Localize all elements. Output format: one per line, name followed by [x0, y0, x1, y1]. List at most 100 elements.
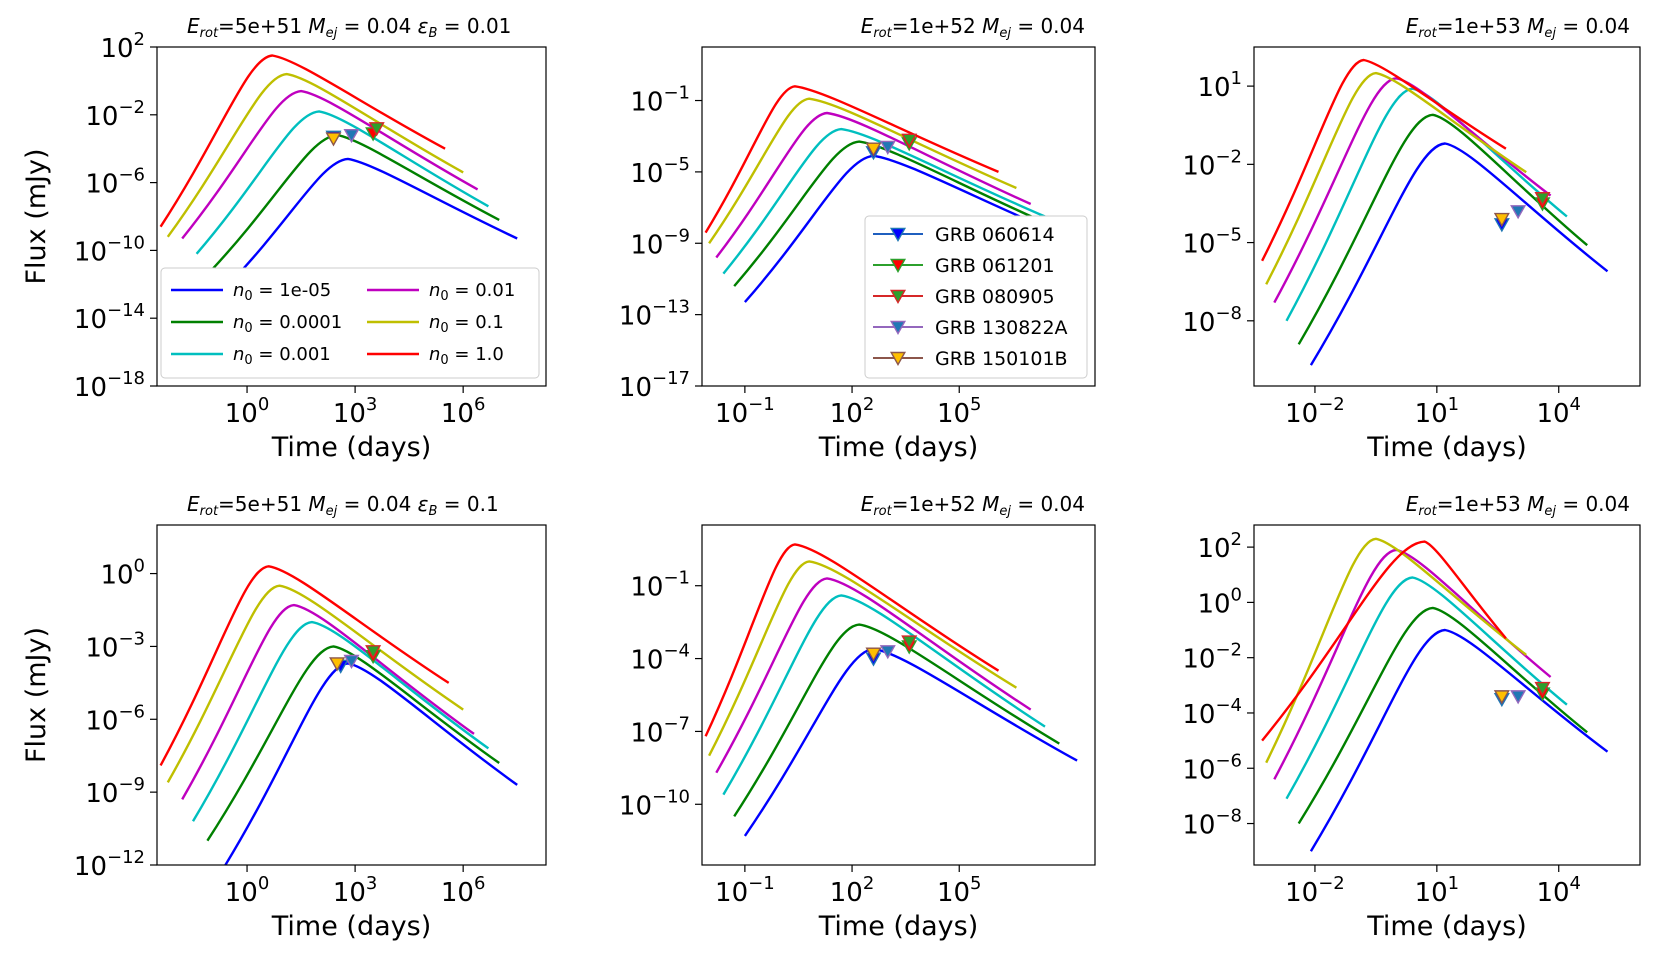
y-tick-label: 10−6 — [85, 165, 145, 200]
x-tick-label: 106 — [441, 873, 486, 908]
series-line — [1297, 113, 1588, 345]
observation-marker — [865, 647, 882, 662]
series-line — [733, 623, 1060, 818]
series-line — [166, 584, 464, 783]
series-line — [708, 560, 1018, 757]
series-line — [722, 594, 1046, 796]
series-line — [1285, 87, 1568, 322]
series-line — [195, 110, 489, 255]
series-line — [704, 543, 1000, 737]
series-line — [191, 620, 490, 822]
panel-top-middle: 10−1 102 105 10−17 10−13 10−9 10−5 10−1 Time (da… — [619, 14, 1096, 463]
series-line — [181, 603, 475, 800]
series-line — [166, 72, 464, 238]
legend-frame — [160, 267, 540, 379]
observation-marker — [368, 122, 385, 137]
legend-label: n0 = 0.1 — [429, 312, 504, 336]
x-tick-label: 100 — [225, 394, 270, 429]
y-tick-label: 10−9 — [630, 225, 690, 260]
x-axis-label: Time (days) — [271, 432, 431, 463]
series-line — [722, 127, 1046, 275]
y-tick-label: 10−6 — [85, 701, 145, 736]
axes-frame — [1253, 524, 1641, 866]
y-tick-label: 10−1 — [630, 568, 690, 603]
legend-label: GRB 061201 — [935, 255, 1055, 277]
legend-label: n0 = 1.0 — [429, 344, 504, 368]
legend-label: n0 = 0.001 — [233, 344, 331, 368]
y-tick-label: 10−18 — [74, 368, 145, 403]
legend-label: n0 = 1e-05 — [233, 280, 331, 304]
y-tick-label: 102 — [1197, 529, 1242, 564]
series-line — [1309, 142, 1609, 366]
panel-title: Erot=1e+52 Mej = 0.04 — [861, 492, 1085, 519]
y-tick-label: 10−2 — [1182, 640, 1242, 675]
y-tick-label: 10−3 — [85, 628, 145, 663]
series-line — [1273, 77, 1552, 304]
legend-label: GRB 130822A — [935, 317, 1068, 339]
series-line — [228, 157, 518, 286]
legend-label: GRB 080905 — [935, 286, 1055, 308]
x-tick-label: 105 — [937, 394, 982, 429]
x-axis-label: Time (days) — [1366, 911, 1526, 942]
y-tick-label: 10−2 — [1182, 146, 1242, 181]
legend-marker — [889, 289, 907, 305]
panel-title: Erot=5e+51 Mej = 0.04 εB = 0.01 — [187, 14, 511, 41]
observation-marker — [343, 128, 360, 144]
series-line — [1285, 576, 1568, 800]
series-line — [224, 662, 518, 865]
y-tick-label: 10−1 — [630, 83, 690, 118]
observation-marker — [1510, 205, 1527, 220]
y-tick-label: 10−12 — [74, 847, 145, 882]
x-tick-label: 103 — [333, 873, 378, 908]
observation-marker — [879, 645, 896, 660]
y-tick-label: 10−4 — [1182, 695, 1242, 730]
series-line — [1297, 606, 1588, 825]
legend-label: n0 = 0.0001 — [233, 312, 342, 336]
x-tick-label: 101 — [1415, 873, 1460, 908]
panel-bottom-middle: 10−1 102 105 10−10 10−7 10−4 10−1 Time (days) Er… — [619, 492, 1096, 942]
observation-marker — [325, 132, 342, 147]
observation-marker — [343, 654, 360, 670]
series-line — [733, 140, 1060, 287]
series-line — [1261, 58, 1507, 262]
legend-density: n0 = 1e-05 n0 = 0.0001 n0 = 0.001 n0 = 0.01… — [160, 267, 540, 379]
legend-marker — [889, 351, 907, 367]
legend-marker — [889, 258, 907, 274]
y-tick-label: 10−9 — [85, 774, 145, 809]
x-axis-label: Time (days) — [818, 432, 978, 463]
x-tick-label: 100 — [225, 873, 270, 908]
x-axis-label: Time (days) — [271, 911, 431, 942]
y-tick-label: 10−14 — [74, 300, 145, 335]
observation-marker — [365, 645, 382, 660]
series-line — [715, 577, 1032, 774]
y-tick-label: 10−6 — [1182, 750, 1242, 785]
y-tick-label: 10−17 — [619, 368, 690, 403]
legend-frame — [864, 215, 1088, 379]
observation-marker — [1534, 192, 1551, 207]
legend-marker — [889, 227, 907, 243]
x-tick-label: 10−1 — [715, 873, 775, 908]
legend-marker — [889, 320, 907, 336]
x-tick-label: 102 — [830, 873, 875, 908]
x-tick-label: 101 — [1415, 394, 1460, 429]
legend-label: GRB 060614 — [935, 224, 1055, 246]
x-tick-label: 10−1 — [715, 394, 775, 429]
series-line — [1265, 71, 1527, 285]
y-tick-label: 100 — [100, 556, 145, 591]
series-line — [159, 54, 446, 228]
legend-grb: GRB 060614 GRB 061201 GRB 080905 GRB 130822… — [864, 215, 1088, 379]
x-tick-label: 10−2 — [1285, 873, 1345, 908]
y-tick-label: 10−5 — [1182, 225, 1242, 260]
y-tick-label: 102 — [100, 29, 145, 64]
y-tick-label: 10−7 — [630, 713, 690, 748]
x-tick-label: 104 — [1536, 873, 1581, 908]
x-tick-label: 106 — [441, 394, 486, 429]
observation-marker — [879, 140, 896, 155]
panel-title: Erot=1e+52 Mej = 0.04 — [861, 14, 1085, 41]
axes-frame — [156, 524, 547, 866]
x-tick-label: 104 — [1536, 394, 1581, 429]
panel-title: Erot=1e+53 Mej = 0.04 — [1406, 14, 1630, 41]
series-line — [1309, 628, 1609, 852]
